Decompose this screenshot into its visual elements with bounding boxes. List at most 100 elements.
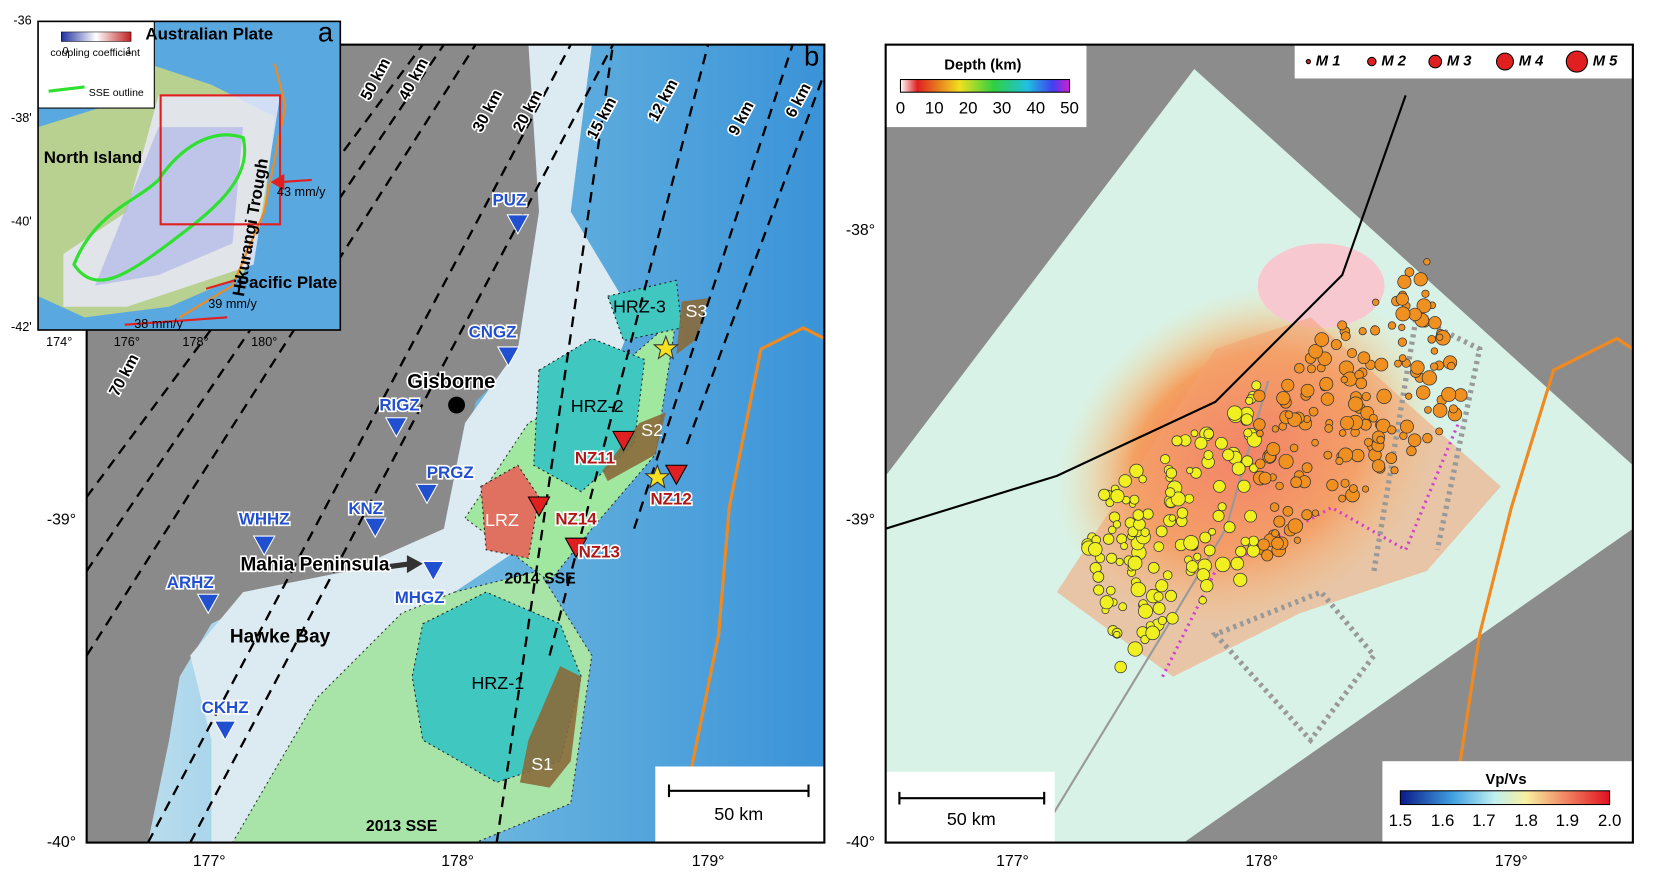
earthquake (1244, 509, 1257, 523)
earthquake (1153, 541, 1165, 552)
earthquake (1441, 386, 1457, 402)
zone-label: S3 (685, 301, 707, 321)
place-name: Gisborne (407, 371, 495, 393)
station-label: RIGZ (379, 396, 419, 415)
earthquake (1435, 427, 1444, 436)
station-label: MHGZ (395, 588, 445, 607)
earthquake (1355, 377, 1368, 390)
earthquake (1394, 359, 1402, 368)
lon-tick: 179° (1495, 853, 1528, 870)
place-name: Australian Plate (145, 25, 273, 44)
earthquake (1395, 292, 1409, 306)
earthquake (1237, 479, 1251, 493)
earthquake (1275, 481, 1284, 491)
station-marker (252, 535, 276, 557)
earthquake (1408, 307, 1422, 322)
earthquake (1424, 406, 1432, 414)
earthquake (1203, 544, 1216, 557)
obs-marker (664, 464, 688, 486)
obs-label: NZ13 (579, 542, 620, 561)
earthquake (1271, 529, 1280, 538)
earthquake (1374, 357, 1389, 372)
zone-label: S2 (641, 420, 663, 440)
magnitude-symbol (1367, 56, 1377, 67)
magnitude-symbol (1495, 52, 1514, 71)
earthquake (1432, 403, 1448, 418)
obs-label: NZ11 (575, 448, 615, 467)
earthquake (1258, 471, 1272, 485)
earthquake (1289, 443, 1299, 453)
earthquake (1361, 485, 1370, 493)
station-marker (421, 560, 445, 582)
earthquake (1114, 660, 1127, 674)
earthquake (1245, 396, 1254, 405)
station-label: KNZ (348, 499, 383, 518)
zone-label: HRZ-2 (571, 396, 624, 416)
lat-tick: -40° (47, 834, 76, 851)
legend-entry: M 4 (1519, 53, 1544, 69)
map-c (885, 44, 1633, 843)
earthquake (1340, 478, 1350, 488)
rate-label: 43 mm/y (277, 185, 326, 199)
earthquake (1278, 453, 1294, 470)
earthquake (1308, 344, 1323, 359)
earthquake (1190, 429, 1199, 438)
earthquake (1171, 435, 1183, 447)
legend-entry: M 2 (1381, 53, 1406, 69)
lon-tick: 178° (441, 853, 474, 870)
earthquake (1105, 498, 1115, 507)
earthquake (1398, 354, 1407, 362)
earthquake (1157, 615, 1167, 626)
earthquake (1397, 337, 1407, 347)
earthquake (1314, 332, 1330, 347)
station-label: PRGZ (427, 463, 474, 482)
earthquake (1324, 424, 1334, 433)
earthquake (1098, 488, 1111, 501)
earthquake (1311, 509, 1320, 517)
earthquake (1130, 581, 1147, 598)
station-marker (506, 214, 530, 235)
legend-title: coupling coefficient (50, 47, 140, 59)
earthquake (1164, 589, 1177, 602)
obs-marker (564, 537, 588, 559)
earthquake (1165, 487, 1176, 498)
earthquake (1186, 466, 1194, 475)
earthquake (1129, 494, 1140, 505)
legend-tick: 2.0 (1598, 811, 1621, 830)
earthquake (1217, 502, 1227, 512)
earthquake (1311, 438, 1319, 447)
earthquake (1168, 514, 1177, 522)
earthquake (1194, 436, 1208, 450)
earthquake (1222, 448, 1235, 461)
earthquake (1415, 385, 1431, 400)
legend-entry: M 1 (1316, 53, 1341, 69)
earthquake (1376, 435, 1385, 445)
earthquake (1430, 347, 1439, 355)
earthquake (1203, 450, 1214, 461)
earthquake (1227, 405, 1243, 421)
earthquake (1436, 333, 1444, 341)
earthquake (1319, 377, 1334, 391)
lon-tick: 179° (692, 853, 725, 870)
earthquake (1261, 549, 1274, 562)
earthquake (1093, 584, 1105, 596)
earthquake (1294, 363, 1305, 374)
lat-tick: -40' (11, 215, 32, 229)
earthquake (1273, 515, 1286, 528)
earthquake (1358, 327, 1367, 336)
earthquake (1223, 521, 1236, 534)
earthquake (1113, 630, 1121, 639)
earthquake (1186, 560, 1199, 573)
earthquake (1276, 391, 1291, 406)
lon-tick: 177° (193, 853, 226, 870)
earthquake (1240, 536, 1250, 547)
earthquake (1127, 641, 1143, 657)
lat-tick: -36 (13, 14, 31, 28)
earthquake (1243, 428, 1253, 438)
earthquake (1340, 415, 1355, 430)
earthquake (1147, 561, 1160, 574)
obs-marker (527, 496, 551, 518)
earthquake (1110, 489, 1125, 504)
